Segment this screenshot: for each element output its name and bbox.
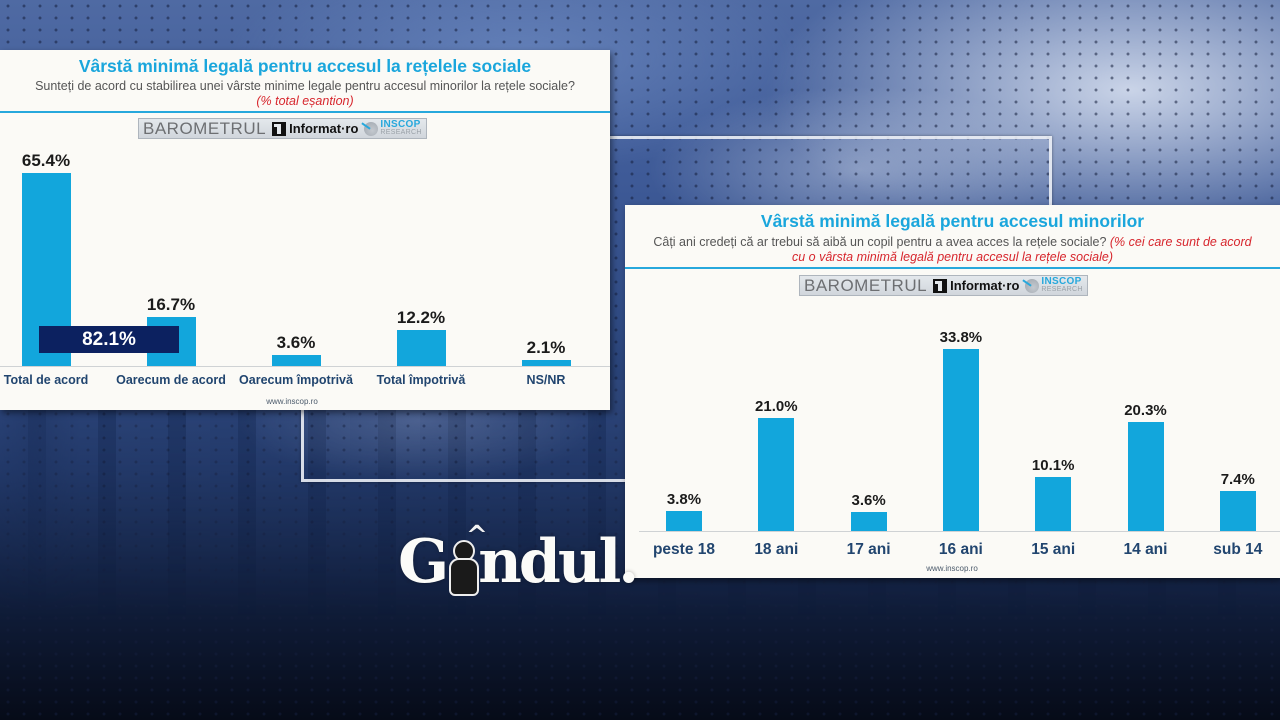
- bar: [666, 510, 702, 531]
- bar: [1127, 421, 1164, 531]
- category-label: Oarecum împotrivă: [239, 373, 353, 387]
- bar-value-label: 21.0%: [755, 398, 798, 416]
- inscop-icon: [364, 121, 379, 136]
- chart-subtitle: Sunteți de acord cu stabilirea unei vârs…: [35, 79, 575, 93]
- bar-plot-agreement: 65.4% Total de acord 16.7% Oarecum de acord…: [0, 50, 610, 410]
- inscop-logo: INSCOP RESEARCH: [1025, 276, 1082, 294]
- bar-value-label: 3.6%: [276, 333, 316, 353]
- thinker-figure-icon: [447, 536, 480, 596]
- sponsor-logo-bar: BAROMETRUL Informat·ro INSCOP RESEARCH: [138, 118, 427, 139]
- bar-value-label: 65.4%: [21, 151, 71, 171]
- inscop-logo: INSCOP RESEARCH: [364, 119, 421, 137]
- category-label: 15 ani: [1031, 541, 1076, 558]
- bar-value-label: 3.6%: [851, 491, 886, 509]
- bar: [1035, 476, 1072, 531]
- bar-value-label: 16.7%: [146, 294, 196, 314]
- category-label: sub 14: [1213, 541, 1263, 558]
- bar-value-label: 10.1%: [1031, 456, 1075, 474]
- title-divider: [0, 111, 610, 113]
- x-axis: [0, 366, 610, 367]
- sponsor-logo-bar: BAROMETRUL Informat·ro INSCOP RESEARCH: [799, 275, 1088, 296]
- category-label: 18 ani: [754, 541, 799, 558]
- bar: [271, 355, 321, 366]
- chart-title: Vârstă minimă legală pentru accesul mino…: [760, 211, 1145, 231]
- informat-logo: Informat·ro: [272, 121, 358, 136]
- informat-logo: Informat·ro: [933, 278, 1019, 293]
- inscop-icon: [1025, 278, 1040, 293]
- bar: [396, 330, 446, 366]
- bar-value-label: 3.8%: [666, 490, 702, 508]
- category-label: 14 ani: [1123, 541, 1168, 558]
- informat-icon: [272, 121, 287, 136]
- chart-subtitle-note: (% total eșantion): [256, 94, 354, 108]
- category-label: Total de acord: [3, 373, 89, 387]
- bar: [1219, 491, 1256, 531]
- bar-plot-age: 3.8% peste 18 21.0% 18 ani 3.6% 17 ani 33.8% 16…: [625, 205, 1280, 578]
- category-label: 16 ani: [938, 541, 983, 558]
- bar: [942, 349, 979, 531]
- barometrul-logo: BAROMETRUL: [804, 275, 928, 295]
- bar: [521, 359, 571, 366]
- chart-subtitle: Câți ani credeți că ar trebui să aibă un…: [653, 235, 1252, 249]
- category-label: peste 18: [652, 541, 716, 558]
- bar-value-label: 2.1%: [526, 337, 566, 357]
- chart-card-age: Vârstă minimă legală pentru accesul mino…: [625, 205, 1280, 578]
- total-agree-box: 82.1%: [39, 326, 179, 353]
- category-label: NS/NR: [526, 373, 566, 387]
- barometrul-logo: BAROMETRUL: [143, 118, 267, 138]
- bar: [850, 511, 887, 531]
- informat-icon: [933, 278, 948, 293]
- bar-value-label: 12.2%: [396, 308, 446, 327]
- category-label: 17 ani: [846, 541, 891, 558]
- bar-value-label: 20.3%: [1124, 401, 1167, 419]
- bar: [758, 418, 795, 531]
- category-label: Total împotrivă: [376, 373, 466, 387]
- source-website: www.inscop.ro: [926, 564, 978, 573]
- bar-value-label: 33.8%: [939, 329, 983, 347]
- chart-title: Vârstă minimă legală pentru accesul la r…: [78, 56, 532, 76]
- category-label: Oarecum de acord: [116, 373, 226, 387]
- x-axis: [639, 531, 1280, 532]
- title-divider: [625, 267, 1280, 269]
- chart-subtitle-note: cu o vârsta minimă legală pentru accesul…: [792, 250, 1113, 264]
- chart-card-agreement: Vârstă minimă legală pentru accesul la r…: [0, 50, 610, 410]
- source-website: www.inscop.ro: [266, 397, 318, 406]
- bar-value-label: 7.4%: [1220, 471, 1255, 489]
